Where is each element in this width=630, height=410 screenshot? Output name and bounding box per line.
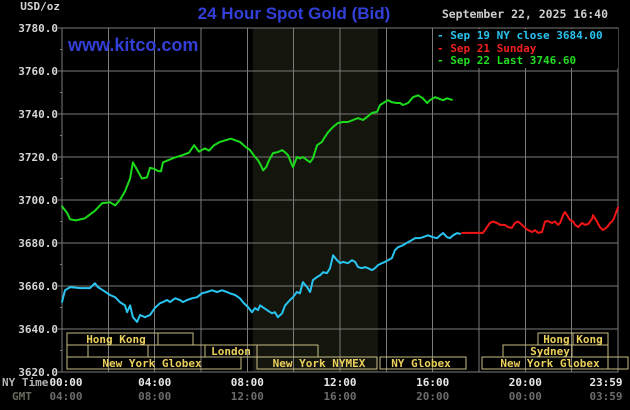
ny-time-tick: 16:00 xyxy=(416,376,450,389)
x-axis-row2-label: GMT xyxy=(12,390,32,403)
gmt-tick: 20:00 xyxy=(416,390,450,403)
ny-time-tick: 20:00 xyxy=(508,376,542,389)
session-box xyxy=(379,356,467,370)
y-tick-label: 3620.0 xyxy=(18,366,58,379)
session-label: Hong Kong xyxy=(86,333,146,346)
ny-time-tick: 12:00 xyxy=(323,376,357,389)
session-label: New York NYMEX xyxy=(273,357,366,370)
series-sep-21-sunday xyxy=(461,206,619,234)
gmt-tick: 00:00 xyxy=(508,390,542,403)
x-axis-row1-label: NY Time xyxy=(2,376,49,389)
session-label: New York Globex xyxy=(102,357,202,370)
y-tick-label: 3640.0 xyxy=(18,323,58,336)
gmt-tick: 16:00 xyxy=(323,390,357,403)
legend-entry: - Sep 21 Sunday xyxy=(437,41,537,55)
gmt-tick: 03:59 xyxy=(589,390,623,403)
y-tick-label: 3700.0 xyxy=(18,194,58,207)
session-label: New York Globex xyxy=(500,357,600,370)
y-tick-label: 3720.0 xyxy=(18,151,58,164)
y-tick-label: 3680.0 xyxy=(18,237,58,250)
gmt-tick: 04:00 xyxy=(49,390,83,403)
ny-time-tick: 04:00 xyxy=(138,376,172,389)
session-label: London xyxy=(211,345,251,358)
legend-entry: - Sep 19 NY close 3684.00 xyxy=(437,29,603,42)
ny-time-tick: 00:00 xyxy=(49,376,83,389)
y-axis-unit-label: USD/oz xyxy=(20,0,60,13)
series-sep-19-ny-close-3684.00 xyxy=(61,232,461,323)
gmt-tick: 12:00 xyxy=(230,390,264,403)
y-tick-label: 3760.0 xyxy=(18,65,58,78)
kitco-watermark-link[interactable]: www.kitco.com xyxy=(68,35,199,55)
gmt-tick: 08:00 xyxy=(138,390,172,403)
legend-entry: - Sep 22 Last 3746.60 xyxy=(437,54,577,67)
session-label: NY Globex xyxy=(391,357,451,370)
series-sep-22-last-3746.60 xyxy=(61,94,453,222)
y-tick-label: 3660.0 xyxy=(18,280,58,293)
session-label: Sydney xyxy=(530,345,570,358)
session-box xyxy=(256,356,378,370)
datetime-label: September 22, 2025 16:40 xyxy=(441,7,608,21)
y-tick-label: 3780.0 xyxy=(18,22,58,35)
legend: - Sep 19 NY close 3684.00- Sep 21 Sunday… xyxy=(437,29,618,68)
page-title: 24 Hour Spot Gold (Bid) xyxy=(197,4,391,23)
y-tick-label: 3740.0 xyxy=(18,108,58,121)
ny-time-tick: 08:00 xyxy=(230,376,264,389)
ny-time-tick: 23:59 xyxy=(589,376,623,389)
session-box xyxy=(481,356,629,370)
session-label: Hong Kong xyxy=(543,333,603,346)
session-box xyxy=(66,356,242,370)
